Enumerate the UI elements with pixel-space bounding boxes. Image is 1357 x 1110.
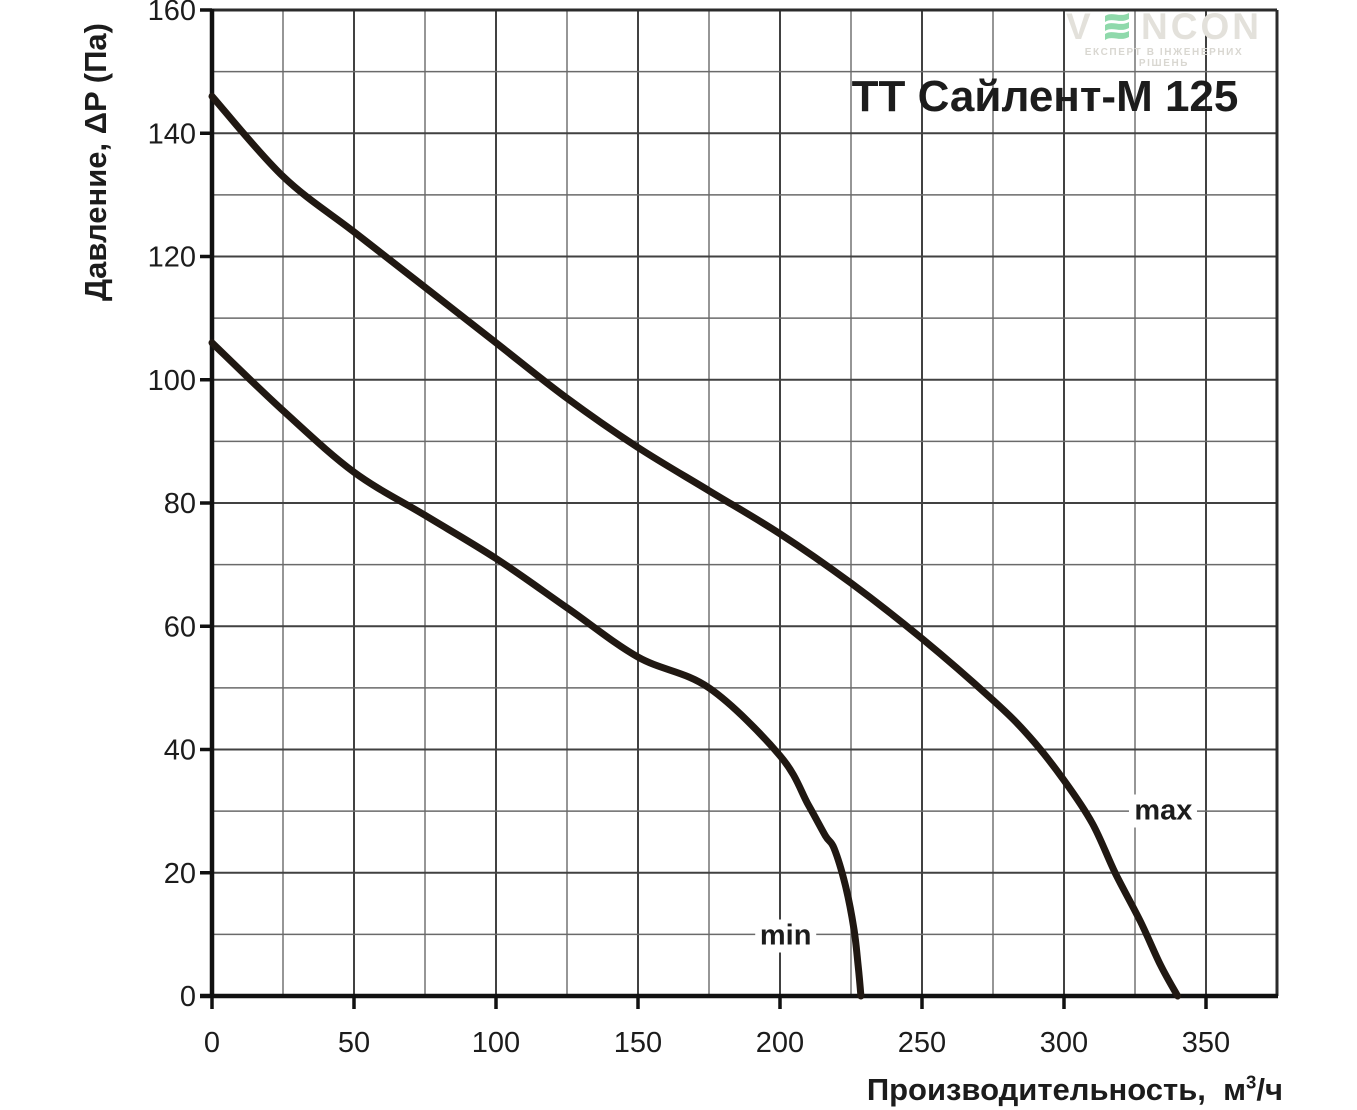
curve-min bbox=[208, 339, 865, 1000]
x-axis-title-text: Производительность, м bbox=[866, 1072, 1247, 1107]
x-tick-label: 200 bbox=[756, 1027, 804, 1059]
y-tick-label: 60 bbox=[164, 611, 196, 643]
vencon-e-icon bbox=[1103, 9, 1131, 43]
curve-max bbox=[208, 92, 1182, 1000]
y-tick-label: 100 bbox=[148, 365, 196, 397]
y-tick-label: 140 bbox=[148, 118, 196, 150]
vencon-tagline: ЕКСПЕРТ В ІНЖЕНЕРНИХ РІШЕНЬ bbox=[1084, 47, 1244, 69]
y-tick-label: 120 bbox=[148, 242, 196, 274]
x-axis-title: Производительность, м3/ч bbox=[867, 1072, 1283, 1108]
vencon-logo-letters-ncon: NCON bbox=[1141, 6, 1262, 47]
chart-title: ТТ Сайлент-М 125 bbox=[851, 72, 1239, 121]
x-axis-title-unit: /ч bbox=[1256, 1072, 1283, 1107]
x-tick-label: 150 bbox=[614, 1027, 662, 1059]
series-label-max: max bbox=[1129, 794, 1198, 828]
vencon-logo: V NCON ЕКСПЕРТ В ІНЖЕНЕРНИХ РІШЕНЬ bbox=[1066, 8, 1262, 69]
x-tick-label: 100 bbox=[472, 1027, 520, 1059]
y-axis-title: Давление, ΔP (Па) bbox=[78, 23, 113, 301]
y-tick-label: 0 bbox=[180, 981, 196, 1013]
x-axis-title-sup: 3 bbox=[1246, 1071, 1257, 1093]
y-tick-label: 40 bbox=[164, 735, 196, 767]
series-label-min: min bbox=[754, 919, 817, 953]
y-tick-label: 80 bbox=[164, 488, 196, 520]
x-tick-label: 350 bbox=[1182, 1027, 1230, 1059]
vencon-logo-wordmark: V NCON bbox=[1066, 8, 1262, 45]
vencon-logo-letter-v: V bbox=[1066, 6, 1094, 47]
x-tick-label: 300 bbox=[1040, 1027, 1088, 1059]
y-tick-label: 160 bbox=[148, 0, 196, 27]
x-tick-label: 250 bbox=[898, 1027, 946, 1059]
y-tick-label: 20 bbox=[164, 858, 196, 890]
x-tick-label: 50 bbox=[338, 1027, 370, 1059]
x-tick-label: 0 bbox=[204, 1027, 220, 1059]
